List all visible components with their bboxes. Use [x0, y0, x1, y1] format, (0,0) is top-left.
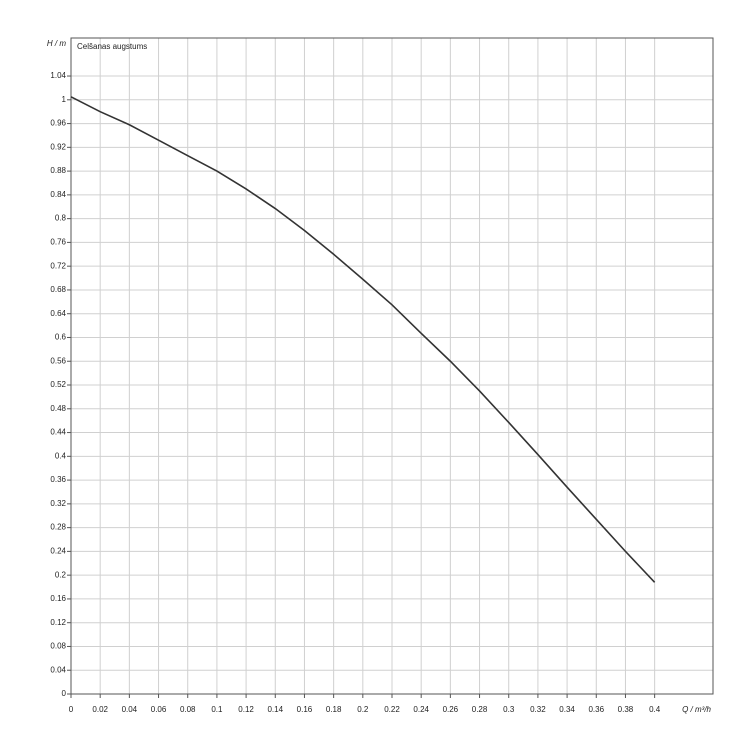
y-tick-label: 0.64: [50, 309, 66, 318]
x-tick-label: 0.12: [238, 705, 254, 714]
line-series: [70, 96, 656, 583]
y-tick-label: 0.88: [50, 166, 66, 175]
x-tick-label: 0.26: [443, 705, 459, 714]
x-tick-label: 0.34: [559, 705, 575, 714]
x-tick-label: 0.32: [530, 705, 546, 714]
y-tick-label: 0.24: [50, 547, 66, 556]
y-tick-label: 1: [62, 95, 67, 104]
y-tick-label: 0.96: [50, 119, 66, 128]
y-tick-label: 0.04: [50, 665, 66, 674]
x-axis-label: Q / m³/h: [682, 705, 711, 714]
y-tick-label: 0.36: [50, 475, 66, 484]
x-tick-label: 0: [69, 705, 74, 714]
y-tick-label: 0.68: [50, 285, 66, 294]
x-tick-label: 0.16: [297, 705, 313, 714]
x-tick-label: 0.02: [92, 705, 108, 714]
y-tick-label: 0.32: [50, 499, 66, 508]
y-tick-label: 0.92: [50, 142, 66, 151]
y-tick-label: 0.52: [50, 380, 66, 389]
y-tick-label: 0.8: [55, 214, 67, 223]
plot-border: [70, 37, 714, 695]
x-tick-label: 0.22: [384, 705, 400, 714]
y-tick-label: 1.04: [50, 71, 66, 80]
x-tick-label: 0.1: [211, 705, 223, 714]
y-axis-label: H / m: [47, 39, 66, 48]
y-tick-label: 0.56: [50, 356, 66, 365]
x-tick-label: 0.04: [122, 705, 138, 714]
y-tick-label: 0.48: [50, 404, 66, 413]
x-tick-label: 0.4: [649, 705, 661, 714]
x-tick-label: 0.18: [326, 705, 342, 714]
legend-entry: Celšanas augstums: [77, 42, 147, 51]
y-tick-label: 0.76: [50, 238, 66, 247]
y-tick-label: 0.84: [50, 190, 66, 199]
y-tick-label: 0.4: [55, 451, 67, 460]
y-tick-label: 0.12: [50, 618, 66, 627]
x-tick-label: 0.2: [357, 705, 369, 714]
x-tick-label: 0.24: [413, 705, 429, 714]
x-tick-label: 0.06: [151, 705, 167, 714]
y-tick-label: 0.16: [50, 594, 66, 603]
x-tick-label: 0.08: [180, 705, 196, 714]
x-tick-label: 0.38: [618, 705, 634, 714]
y-tick-label: 0.28: [50, 523, 66, 532]
y-tick-label: 0.72: [50, 261, 66, 270]
x-tick-label: 0.36: [588, 705, 604, 714]
x-tick-label: 0.3: [503, 705, 515, 714]
y-tick-label: 0.2: [55, 570, 67, 579]
y-tick-label: 0.44: [50, 428, 66, 437]
x-tick-label: 0.28: [472, 705, 488, 714]
y-tick-label: 0.6: [55, 333, 67, 342]
y-tick-label: 0.08: [50, 642, 66, 651]
x-tick-label: 0.14: [267, 705, 283, 714]
y-tick-label: 0: [62, 689, 67, 698]
